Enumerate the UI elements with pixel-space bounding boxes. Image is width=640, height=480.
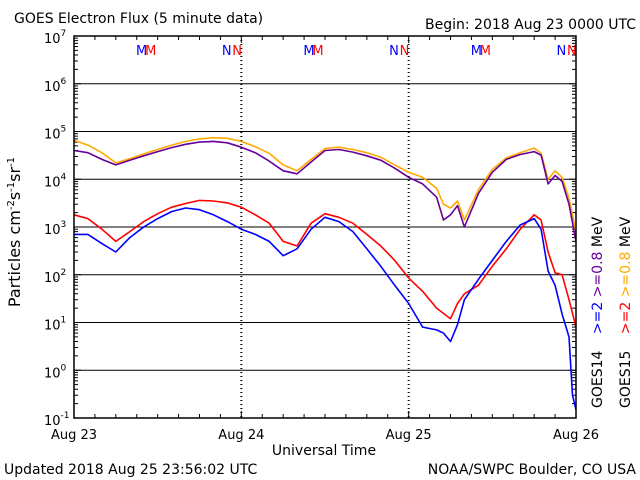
- begin-time: Begin: 2018 Aug 23 0000 UTC: [425, 17, 636, 33]
- updated-time: Updated 2018 Aug 25 23:56:02 UTC: [4, 462, 257, 478]
- series-line: [73, 136, 577, 232]
- mn-marker: N: [400, 44, 410, 59]
- y-tick-label: 104: [44, 172, 67, 190]
- plot-area: 10-1 100 101 102 103 104 105 106 107 Aug 23 Aug 24…: [44, 29, 599, 443]
- mn-marker: M: [303, 44, 314, 59]
- mn-marker: N: [232, 44, 242, 59]
- y-tick-label: 100: [44, 363, 67, 381]
- series-line: [73, 199, 577, 328]
- mn-marker: M: [480, 44, 491, 59]
- mn-marker: N: [567, 44, 577, 59]
- series-line: [74, 207, 577, 410]
- mn-marker: N: [222, 44, 232, 59]
- y-tick-label: 106: [44, 77, 67, 95]
- mn-marker: M: [145, 44, 156, 59]
- x-axis-label: Universal Time: [272, 443, 376, 459]
- plot-frame: [73, 35, 577, 419]
- x-tick-label: Aug 25: [386, 428, 432, 443]
- y-tick-label: 10-1: [44, 411, 70, 429]
- y-tick-label: 102: [44, 268, 66, 286]
- y-axis-label: Particles cm-2s-1sr-1: [5, 157, 24, 307]
- series-line: [73, 140, 577, 242]
- y-tick-label: 101: [44, 316, 66, 334]
- x-tick-label: Aug 24: [218, 428, 264, 443]
- legend-entry: GOES14 >=2 >=0.8 MeV: [590, 216, 606, 408]
- y-tick-label: 103: [44, 220, 66, 238]
- mn-marker: M: [471, 44, 482, 59]
- mn-marker: N: [556, 44, 566, 59]
- credit: NOAA/SWPC Boulder, CO USA: [428, 462, 637, 478]
- x-tick-label: Aug 23: [51, 428, 97, 443]
- legend-entry: GOES15 >=2 >=0.8 MeV: [618, 216, 634, 408]
- x-tick-label: Aug 26: [553, 428, 599, 443]
- y-tick-label: 105: [44, 125, 66, 143]
- y-tick-label: 107: [44, 29, 66, 47]
- chart-title: GOES Electron Flux (5 minute data): [14, 11, 263, 27]
- mn-marker: M: [312, 44, 323, 59]
- legend: GOES14 >=2 >=0.8 MeV GOES15 >=2 >=0.8 MeV: [590, 216, 634, 408]
- mn-marker: N: [389, 44, 399, 59]
- mn-marker: M: [136, 44, 147, 59]
